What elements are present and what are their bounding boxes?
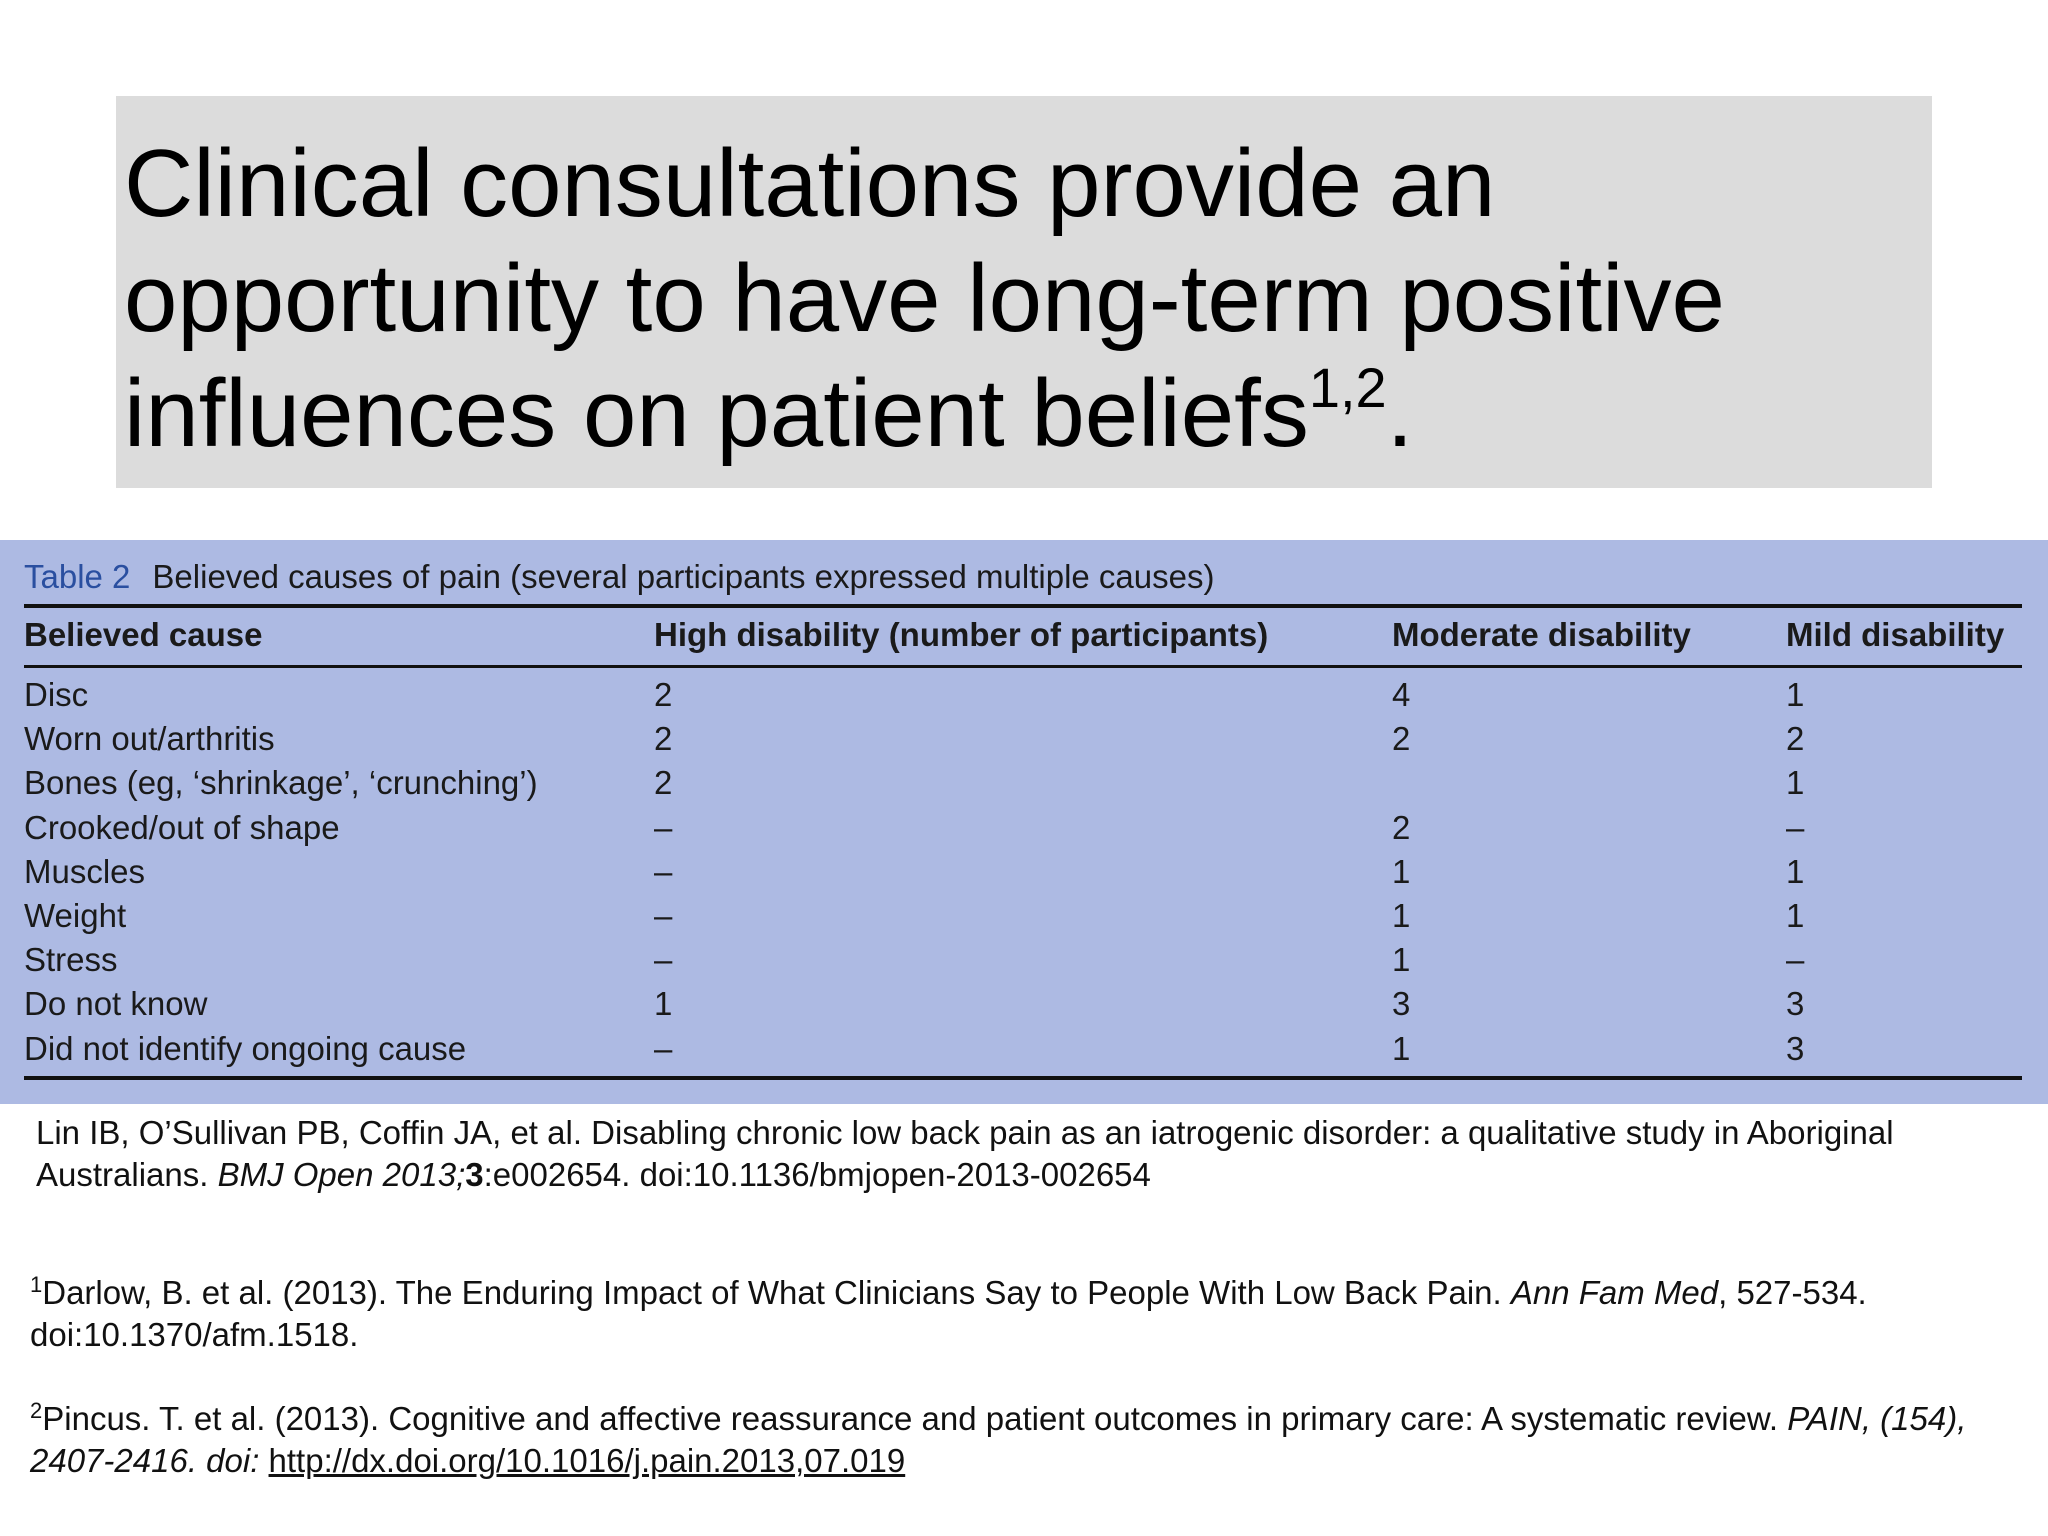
cell-mild-row-6: 1 — [1786, 897, 1805, 934]
citation-doi: :e002654. doi:10.1136/bmjopen-2013-00265… — [483, 1156, 1151, 1193]
reference-2-journal: PAIN, (154), 2407-2416. doi: — [30, 1400, 1967, 1479]
cell-cause-row-6: Weight — [24, 897, 127, 934]
column-header-high: High disability (number of participants) — [654, 616, 1269, 653]
cell-moderate-row-2: 2 — [1392, 720, 1411, 757]
cell-high-row-6: – — [654, 897, 673, 934]
cell-moderate-row-1: 4 — [1392, 676, 1411, 713]
table-top-rule — [24, 604, 2022, 608]
cell-cause-row-9: Did not identify ongoing cause — [24, 1030, 467, 1067]
column-header-mild: Mild disability — [1786, 616, 2005, 653]
citation-volume: 3 — [465, 1156, 484, 1193]
cell-cause-row-7: Stress — [24, 941, 118, 978]
column-header-moderate: Moderate disability — [1392, 616, 1691, 653]
cell-cause-row-8: Do not know — [24, 985, 208, 1022]
title-box: Clinical consultations provide an opport… — [116, 96, 1932, 488]
reference-2-number: 2 — [30, 1398, 43, 1423]
citation-text: Lin IB, O’Sullivan PB, Coffin JA, et al.… — [36, 1114, 1894, 1193]
cell-mild-row-1: 1 — [1786, 676, 1805, 713]
cell-moderate-row-7: 1 — [1392, 941, 1411, 978]
cell-cause-row-1: Disc — [24, 676, 89, 713]
cell-mild-row-4: – — [1786, 809, 1805, 846]
cell-mild-row-5: 1 — [1786, 853, 1805, 890]
cell-moderate-row-4: 2 — [1392, 809, 1411, 846]
cell-mild-row-2: 2 — [1786, 720, 1805, 757]
table-caption-text: Believed causes of pain (several partici… — [152, 558, 1215, 595]
reference-1: 1Darlow, B. et al. (2013). The Enduring … — [30, 1272, 2020, 1356]
cell-cause-row-5: Muscles — [24, 853, 146, 890]
reference-1-number: 1 — [30, 1272, 43, 1297]
cell-moderate-row-9: 1 — [1392, 1030, 1411, 1067]
cell-moderate-row-5: 1 — [1392, 853, 1411, 890]
cell-high-row-2: 2 — [654, 720, 673, 757]
slide-title: Clinical consultations provide an opport… — [124, 126, 1922, 471]
table-caption: Table 2 Believed causes of pain (several … — [24, 558, 1214, 596]
citation-journal: BMJ Open 2013; — [217, 1156, 466, 1193]
cell-high-row-8: 1 — [654, 985, 673, 1022]
cell-moderate-row-6: 1 — [1392, 897, 1411, 934]
cell-high-row-4: – — [654, 809, 673, 846]
cell-cause-row-3: Bones (eg, ‘shrinkage’, ‘crunching’) — [24, 764, 538, 801]
cell-moderate-row-8: 3 — [1392, 985, 1411, 1022]
reference-2-text: Pincus. T. et al. (2013). Cognitive and … — [42, 1400, 1788, 1437]
reference-1-rest: , 527-534. doi:10.1370/afm.1518. — [30, 1274, 1867, 1353]
reference-2: 2Pincus. T. et al. (2013). Cognitive and… — [30, 1398, 2020, 1482]
cell-high-row-1: 2 — [654, 676, 673, 713]
reference-1-text: Darlow, B. et al. (2013). The Enduring I… — [42, 1274, 1511, 1311]
table-header-rule — [24, 665, 2022, 668]
cell-high-row-7: – — [654, 941, 673, 978]
table-tag: Table 2 — [24, 558, 131, 595]
cell-mild-row-9: 3 — [1786, 1030, 1805, 1067]
column-header-cause: Believed cause — [24, 616, 263, 653]
cell-high-row-5: – — [654, 853, 673, 890]
title-period: . — [1386, 360, 1414, 467]
cell-cause-row-4: Crooked/out of shape — [24, 809, 340, 846]
cell-mild-row-7: – — [1786, 941, 1805, 978]
cell-cause-row-2: Worn out/arthritis — [24, 720, 275, 757]
cell-mild-row-8: 3 — [1786, 985, 1805, 1022]
cell-mild-row-3: 1 — [1786, 764, 1805, 801]
table-panel: Table 2 Believed causes of pain (several … — [0, 540, 2048, 1104]
title-superscript: 1,2 — [1308, 356, 1387, 419]
cell-high-row-9: – — [654, 1030, 673, 1067]
table-bottom-rule — [24, 1076, 2022, 1080]
source-citation: Lin IB, O’Sullivan PB, Coffin JA, et al.… — [36, 1112, 2016, 1196]
cell-high-row-3: 2 — [654, 764, 673, 801]
reference-2-doi-link[interactable]: http://dx.doi.org/10.1016/j.pain.2013,07… — [268, 1442, 906, 1479]
slide-title-text: Clinical consultations provide an opport… — [124, 130, 1725, 467]
reference-1-journal: Ann Fam Med — [1510, 1274, 1719, 1311]
